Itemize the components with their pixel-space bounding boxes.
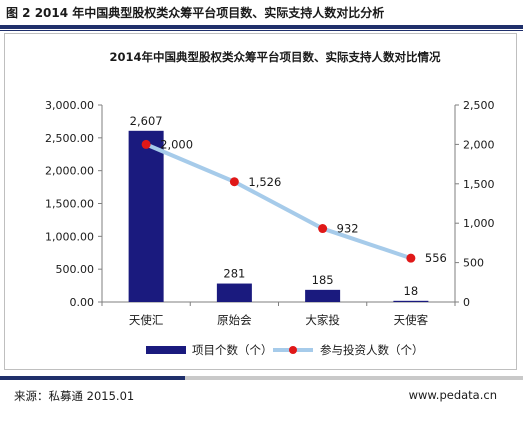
bar — [393, 300, 429, 302]
y-left-tick-label: 2,500.00 — [45, 132, 94, 145]
bar-data-label: 185 — [312, 273, 334, 287]
x-tick-label: 原始会 — [217, 313, 252, 327]
website-link[interactable]: www.pedata.cn — [408, 388, 497, 402]
bar — [305, 289, 341, 302]
axes: 0.00 500.00 1,000.00 1,500.00 2,000.00 2,500.… — [45, 99, 494, 327]
line-point — [229, 177, 239, 187]
legend-bar-label: 项目个数（个） — [192, 343, 273, 357]
line-series: 2,000 1,526 932 556 — [141, 137, 447, 265]
legend-line-marker — [289, 346, 297, 354]
y-right-tick-label: 0 — [463, 296, 470, 309]
bar-data-label: 2,607 — [130, 114, 163, 128]
bar — [128, 130, 164, 302]
y-right-tick-label: 500 — [463, 257, 484, 270]
legend: 项目个数（个） 参与投资人数（个） — [146, 343, 424, 357]
x-tick-label: 大家投 — [305, 313, 340, 327]
chart-title: 2014年中国典型股权类众筹平台项目数、实际支持人数对比情况 — [109, 50, 441, 64]
line-data-label: 556 — [425, 251, 447, 265]
y-left-tick-label: 3,000.00 — [45, 99, 94, 112]
top-rule-thin — [0, 30, 523, 31]
legend-bar-swatch — [146, 346, 186, 354]
legend-line-label: 参与投资人数（个） — [320, 343, 424, 357]
x-tick-label: 天使客 — [394, 313, 429, 327]
y-left-tick-label: 2,000.00 — [45, 165, 94, 178]
y-right-tick-label: 2,000 — [463, 138, 495, 151]
bar-series: 2,607 281 185 18 — [128, 114, 429, 302]
bottom-rule-light — [185, 376, 523, 380]
line-path — [144, 142, 413, 261]
bottom-rule-dark — [0, 376, 185, 380]
line-data-label: 2,000 — [160, 137, 193, 151]
combo-chart: 2014年中国典型股权类众筹平台项目数、实际支持人数对比情况 0.00 500.0… — [45, 50, 494, 357]
y-right-tick-label: 1,000 — [463, 217, 495, 230]
line-point — [318, 224, 328, 234]
y-left-tick-label: 0.00 — [70, 296, 95, 309]
y-right-tick-label: 1,500 — [463, 178, 495, 191]
chart-frame: 2014年中国典型股权类众筹平台项目数、实际支持人数对比情况 0.00 500.0… — [4, 33, 517, 370]
y-left-tick-label: 1,500.00 — [45, 198, 94, 211]
bar-data-label: 18 — [404, 284, 419, 298]
line-data-label: 932 — [337, 222, 359, 236]
figure-title: 图 2 2014 年中国典型股权类众筹平台项目数、实际支持人数对比分析 — [6, 6, 385, 20]
line-point — [406, 253, 416, 263]
bar — [216, 283, 252, 302]
source-note: 来源：私募通 2015.01 — [14, 389, 135, 403]
y-left-tick-label: 500.00 — [56, 263, 95, 276]
y-right-tick-label: 2,500 — [463, 99, 495, 112]
top-rule — [0, 25, 523, 29]
y-left-tick-label: 1,000.00 — [45, 230, 94, 243]
x-tick-label: 天使汇 — [129, 313, 164, 327]
line-point — [141, 139, 151, 149]
line-data-label: 1,526 — [248, 175, 281, 189]
bar-data-label: 281 — [223, 267, 245, 281]
